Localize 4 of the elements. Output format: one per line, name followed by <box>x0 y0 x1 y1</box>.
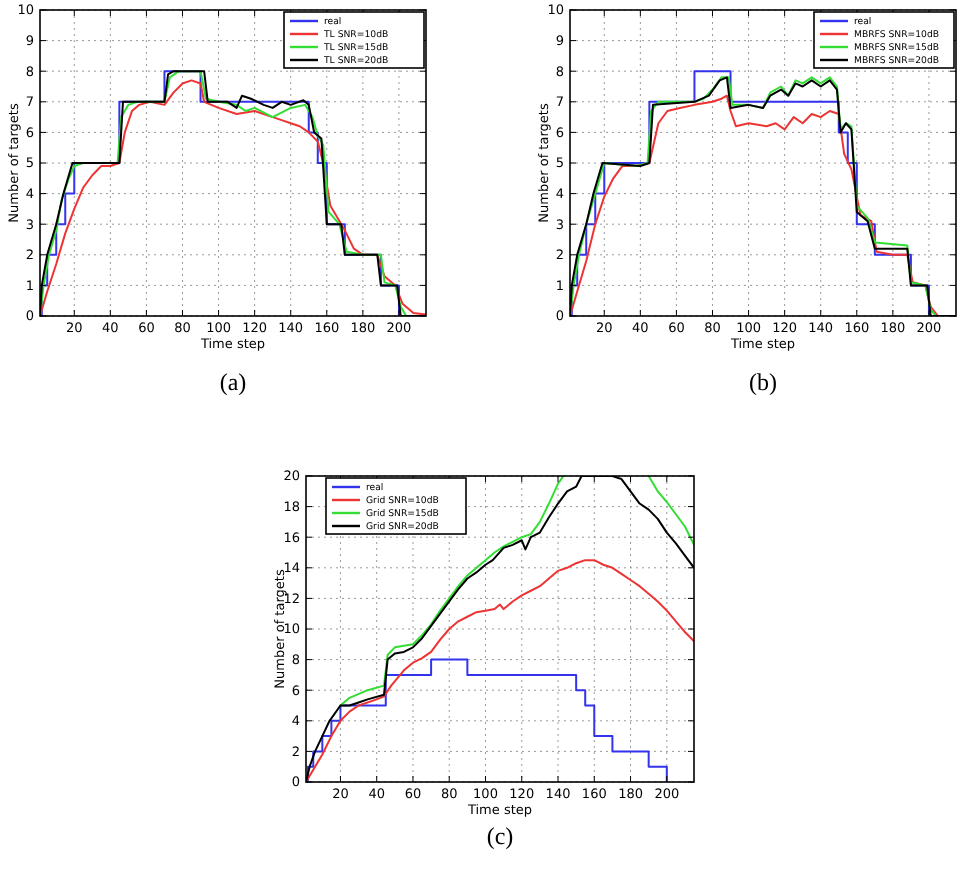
text: (c) <box>486 822 514 850</box>
line-series <box>306 559 694 782</box>
text: (b) <box>749 368 777 396</box>
text: (a) <box>219 368 247 396</box>
